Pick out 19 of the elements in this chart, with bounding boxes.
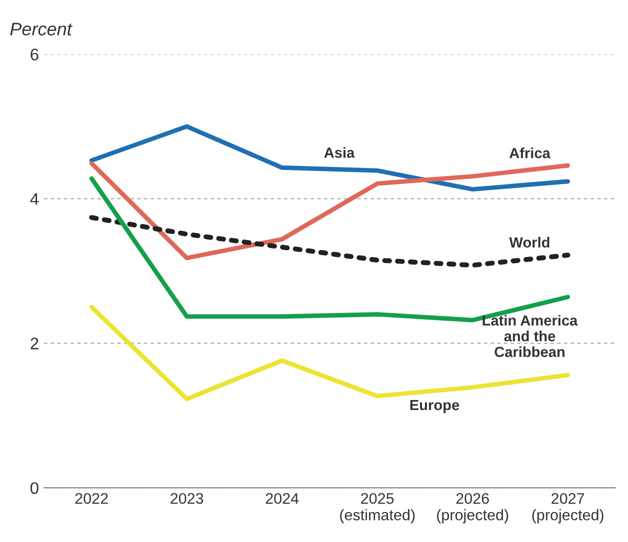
series-label: Africa — [509, 148, 550, 158]
line-series — [89, 215, 570, 268]
y-tick-label: 6 — [30, 48, 38, 60]
y-tick-label: 4 — [30, 193, 39, 205]
series-label: Latin America and the Caribbean — [482, 314, 578, 358]
line-series — [89, 161, 570, 260]
line-series — [89, 124, 570, 192]
x-tick-label: 2025 (estimated) — [340, 493, 415, 524]
x-tick-label: 2023 — [170, 493, 204, 504]
y-axis-title: Percent — [10, 22, 73, 36]
series-label: World — [509, 236, 550, 248]
x-tick-label: 2022 — [75, 493, 108, 504]
y-tick-label: 0 — [30, 482, 38, 494]
x-tick-label: 2027 (projected) — [532, 493, 604, 524]
series-label: Europe — [410, 400, 460, 414]
y-tick-label: 2 — [30, 338, 38, 350]
x-tick-label: 2026 (projected) — [437, 493, 508, 524]
series-label: Asia — [324, 147, 355, 158]
x-tick-label: 2024 — [266, 493, 299, 504]
